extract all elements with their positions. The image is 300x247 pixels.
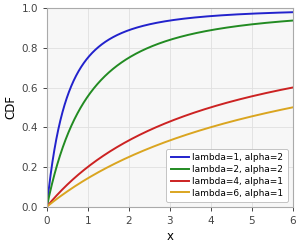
lambda=4, alpha=1 xyxy=(58,191,61,194)
Line: lambda=6, alpha=1: lambda=6, alpha=1 xyxy=(47,107,292,207)
Line: lambda=1, alpha=2: lambda=1, alpha=2 xyxy=(47,12,292,207)
lambda=1, alpha=2 xyxy=(45,205,49,208)
lambda=4, alpha=1 xyxy=(45,205,49,208)
X-axis label: x: x xyxy=(166,230,173,243)
Line: lambda=2, alpha=2: lambda=2, alpha=2 xyxy=(47,21,292,207)
lambda=6, alpha=1 xyxy=(284,107,287,110)
lambda=4, alpha=1 xyxy=(284,87,287,90)
lambda=1, alpha=2 xyxy=(291,11,294,14)
lambda=2, alpha=2 xyxy=(164,40,168,42)
Line: lambda=4, alpha=1: lambda=4, alpha=1 xyxy=(47,87,292,207)
lambda=6, alpha=1 xyxy=(158,143,162,146)
lambda=2, alpha=2 xyxy=(284,20,287,23)
lambda=4, alpha=1 xyxy=(158,124,162,127)
lambda=6, alpha=1 xyxy=(164,140,168,143)
lambda=4, alpha=1 xyxy=(238,98,242,101)
lambda=2, alpha=2 xyxy=(45,205,49,208)
Legend: lambda=1, alpha=2, lambda=2, alpha=2, lambda=4, alpha=1, lambda=6, alpha=1: lambda=1, alpha=2, lambda=2, alpha=2, la… xyxy=(166,149,288,202)
lambda=1, alpha=2 xyxy=(58,123,61,126)
lambda=4, alpha=1 xyxy=(291,86,294,89)
Y-axis label: CDF: CDF xyxy=(4,95,17,119)
lambda=4, alpha=1 xyxy=(164,122,168,124)
lambda=4, alpha=1 xyxy=(284,87,287,90)
lambda=1, alpha=2 xyxy=(238,13,242,16)
lambda=1, alpha=2 xyxy=(158,21,162,24)
lambda=6, alpha=1 xyxy=(291,106,294,109)
lambda=1, alpha=2 xyxy=(164,20,168,22)
lambda=6, alpha=1 xyxy=(45,205,49,208)
lambda=2, alpha=2 xyxy=(284,20,287,23)
lambda=2, alpha=2 xyxy=(58,156,61,159)
lambda=2, alpha=2 xyxy=(291,19,294,22)
lambda=6, alpha=1 xyxy=(238,118,242,121)
lambda=1, alpha=2 xyxy=(284,11,287,14)
lambda=1, alpha=2 xyxy=(284,11,287,14)
lambda=2, alpha=2 xyxy=(158,42,162,45)
lambda=6, alpha=1 xyxy=(58,196,61,199)
lambda=2, alpha=2 xyxy=(238,24,242,27)
lambda=6, alpha=1 xyxy=(284,107,287,110)
